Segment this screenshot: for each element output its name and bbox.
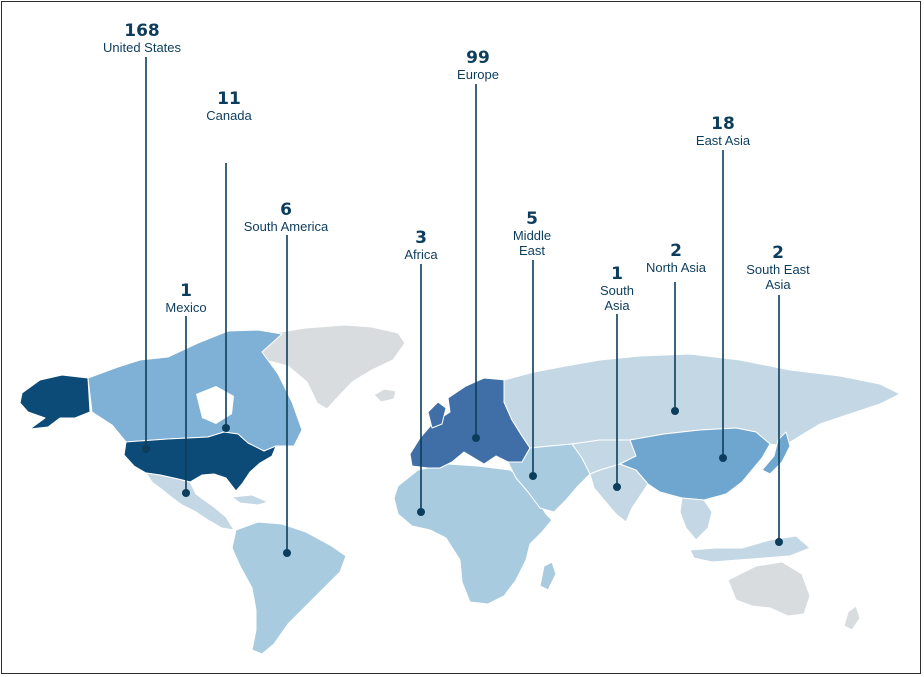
callout-north-asia: 2 North Asia [646,241,706,276]
east-asia [619,427,771,501]
canada-label: Canada [206,108,252,123]
united-states-count: 168 [124,21,160,41]
canada-count: 11 [217,89,241,109]
callout-south-america: 6 South America [243,200,329,235]
middle-east-marker [529,472,537,480]
mexico-marker [182,489,190,497]
south-east-asia-label-line-1: South East [746,262,810,277]
africa-marker [417,508,425,516]
south-asia-marker [613,483,621,491]
callout-south-asia: 1 South Asia [600,264,634,314]
united-states-label: United States [102,40,182,55]
indonesia [689,535,811,563]
callout-east-asia: 18 East Asia [695,114,751,149]
mexico-label: Mexico [165,300,207,315]
callout-united-states: 168 United States [102,21,182,56]
new-zealand [843,605,861,631]
madagascar [539,561,557,591]
mexico-count: 1 [180,281,192,301]
alaska [19,374,91,430]
africa-label: Africa [404,247,438,262]
east-asia-count: 18 [711,114,735,134]
south-east-asia-marker [775,538,783,546]
japan [761,431,791,475]
british-isles [427,401,447,429]
australia [727,561,811,617]
africa-count: 3 [415,228,427,248]
iceland [373,388,397,403]
callout-mexico: 1 Mexico [165,281,207,316]
east-asia-label: East Asia [695,133,751,148]
europe-label: Europe [457,67,499,82]
mexico [145,472,235,531]
canada-marker [222,424,230,432]
greenland [254,324,406,410]
callout-middle-east: 5 Middle East [512,209,552,259]
africa [393,463,553,605]
middle-east-count: 5 [526,209,538,229]
middle-east-label-line-2: East [518,243,546,258]
south-asia-label-line-1: South [600,283,634,298]
united-states-marker [142,445,150,453]
callout-europe: 99 Europe [457,48,499,83]
caribbean [231,494,269,506]
callout-canada: 11 Canada [206,89,252,124]
south-east-asia [679,497,713,541]
callout-south-east-asia: 2 South East Asia [746,243,810,293]
south-asia-count: 1 [611,264,623,284]
north-asia-marker [671,407,679,415]
south-east-asia-count: 2 [772,243,784,263]
north-asia-label: North Asia [646,260,706,275]
south-america-count: 6 [280,200,292,220]
south-america-label: South America [243,219,329,234]
callout-africa: 3 Africa [404,228,438,263]
south-america [231,521,347,655]
north-asia-count: 2 [670,241,682,261]
south-east-asia-label-line-2: Asia [765,277,791,292]
south-america-marker [283,549,291,557]
east-asia-marker [719,454,727,462]
hudson-bay [196,386,234,424]
middle-east-label-line-1: Middle [512,228,552,243]
europe-count: 99 [466,48,490,68]
europe-marker [472,434,480,442]
south-asia-label-line-2: Asia [604,298,630,313]
